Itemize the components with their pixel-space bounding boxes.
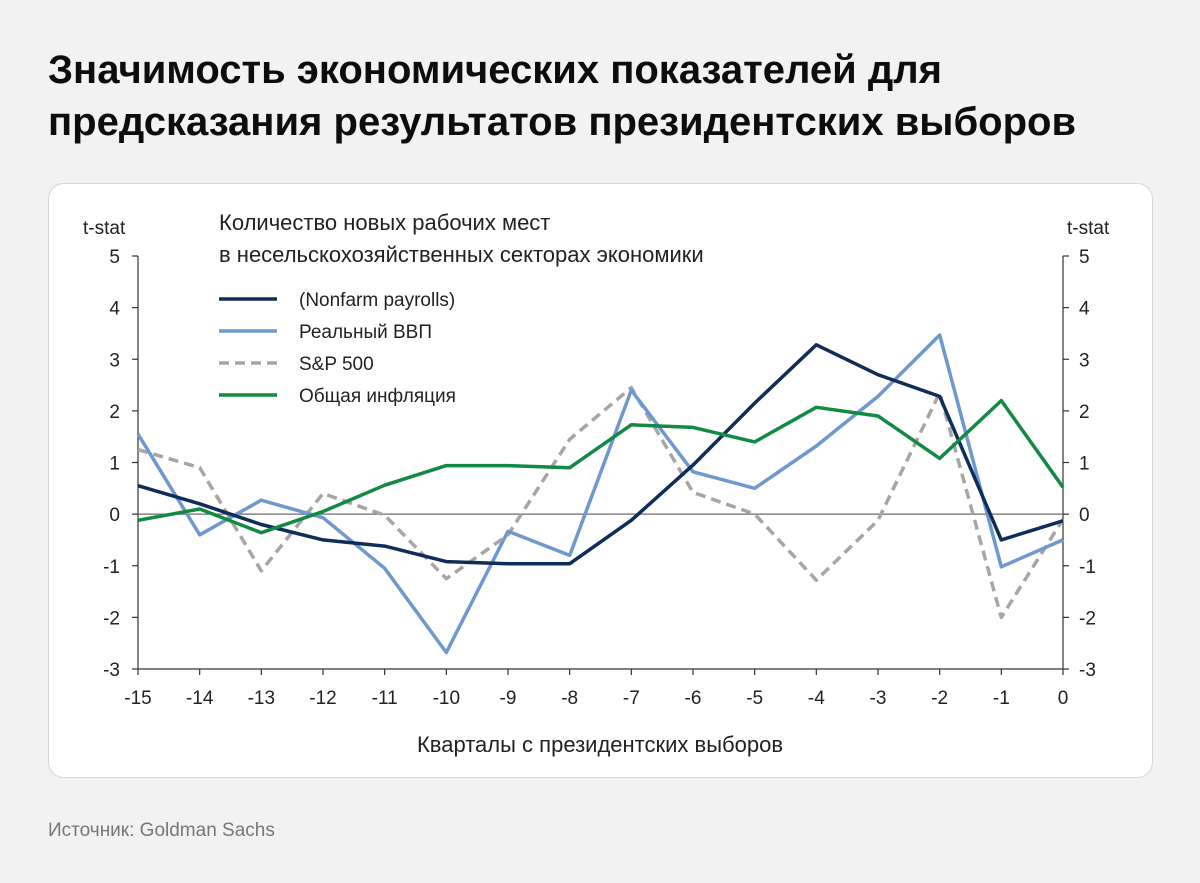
y-tick-label-right: -2 [1079,608,1096,629]
x-tick-label: -5 [746,688,763,709]
y-tick-label-left: 2 [109,402,120,423]
x-tick-label: -10 [433,688,460,709]
series-group [136,333,1065,655]
legend: (Nonfarm payrolls) Реальный ВВП S&P 500 Общ… [219,290,456,407]
y-tick-label-left: 1 [109,454,120,475]
y-tick-label-left: -2 [103,608,120,629]
y-tick-label-left: 5 [109,247,120,268]
x-tick-label: -14 [186,688,214,709]
chart-card: Количество новых рабочих мест в несельск… [48,183,1153,778]
page-title: Значимость экономических показателей для… [48,48,1077,144]
y-tick-label-right: 3 [1079,350,1090,371]
legend-label: Общая инфляция [299,386,456,407]
x-tick-label: 0 [1058,688,1069,709]
y-tick-label-right: 4 [1079,299,1090,320]
x-tick-label: -12 [309,688,336,709]
legend-label: (Nonfarm payrolls) [299,290,455,311]
x-axis-label: Кварталы с президентских выборов [417,732,783,757]
y-tick-label-right: 5 [1079,247,1090,268]
legend-label: S&P 500 [299,354,374,375]
x-tick-label: -4 [808,688,825,709]
x-tick-label: -9 [500,688,517,709]
series-line [137,343,1064,566]
y-tick-label-left: -3 [103,660,120,681]
x-tick-label: -1 [993,688,1010,709]
x-tick-label: -15 [124,688,151,709]
x-tick-label: -3 [870,688,887,709]
y-tick-label-right: 0 [1079,505,1090,526]
series-line [137,385,1065,620]
x-tick-label: -6 [685,688,702,709]
y-tick-label-right: -1 [1079,557,1096,578]
line-chart: Количество новых рабочих мест в несельск… [83,210,1110,757]
y-axis-label-left: t-stat [83,218,126,239]
x-tick-label: -7 [623,688,640,709]
source-note: Источник: Goldman Sachs [48,820,275,841]
series-line [136,333,1064,655]
x-tick-label: -11 [372,688,398,709]
y-tick-label-right: 2 [1079,402,1090,423]
y-tick-label-left: 4 [109,299,120,320]
chart-title-line-2: в несельскохозяйственных секторах эконом… [219,242,704,267]
y-tick-label-left: -1 [103,557,120,578]
axes-group: -3 -3-2 -2-1 -10 01 12 23 34 45 5-15 -14 -13 -12 -11-… [103,247,1096,709]
x-tick-label: -13 [248,688,275,709]
y-tick-label-left: 0 [109,505,120,526]
series-line [137,398,1065,535]
y-tick-label-right: 1 [1079,454,1090,475]
x-tick-label: -8 [561,688,578,709]
y-tick-label-right: -3 [1079,660,1096,681]
legend-label: Реальный ВВП [299,322,432,343]
y-tick-label-left: 3 [109,350,120,371]
x-tick-label: -2 [931,688,948,709]
chart-title-line-1: Количество новых рабочих мест [219,210,550,235]
y-axis-label-right: t-stat [1067,218,1110,239]
